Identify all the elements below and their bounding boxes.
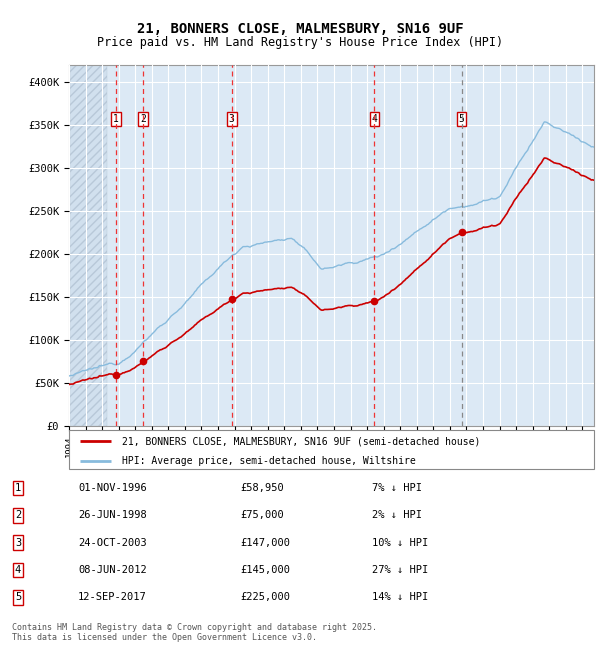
Text: 21, BONNERS CLOSE, MALMESBURY, SN16 9UF (semi-detached house): 21, BONNERS CLOSE, MALMESBURY, SN16 9UF … [121, 436, 480, 446]
Text: 10% ↓ HPI: 10% ↓ HPI [372, 538, 428, 548]
Text: £225,000: £225,000 [240, 592, 290, 603]
Text: 5: 5 [458, 114, 464, 124]
Text: £147,000: £147,000 [240, 538, 290, 548]
Text: 12-SEP-2017: 12-SEP-2017 [78, 592, 147, 603]
Text: 1: 1 [113, 114, 119, 124]
Text: 2: 2 [15, 510, 21, 521]
Text: 7% ↓ HPI: 7% ↓ HPI [372, 483, 422, 493]
Text: 2% ↓ HPI: 2% ↓ HPI [372, 510, 422, 521]
FancyBboxPatch shape [69, 430, 594, 469]
Text: 4: 4 [15, 565, 21, 575]
Text: 21, BONNERS CLOSE, MALMESBURY, SN16 9UF: 21, BONNERS CLOSE, MALMESBURY, SN16 9UF [137, 22, 463, 36]
Text: HPI: Average price, semi-detached house, Wiltshire: HPI: Average price, semi-detached house,… [121, 456, 415, 465]
Text: 3: 3 [15, 538, 21, 548]
Text: 14% ↓ HPI: 14% ↓ HPI [372, 592, 428, 603]
Text: 5: 5 [15, 592, 21, 603]
Text: £58,950: £58,950 [240, 483, 284, 493]
Text: Price paid vs. HM Land Registry's House Price Index (HPI): Price paid vs. HM Land Registry's House … [97, 36, 503, 49]
Text: £145,000: £145,000 [240, 565, 290, 575]
Text: 24-OCT-2003: 24-OCT-2003 [78, 538, 147, 548]
Text: 01-NOV-1996: 01-NOV-1996 [78, 483, 147, 493]
Text: 27% ↓ HPI: 27% ↓ HPI [372, 565, 428, 575]
Text: £75,000: £75,000 [240, 510, 284, 521]
Text: 4: 4 [371, 114, 377, 124]
Text: Contains HM Land Registry data © Crown copyright and database right 2025.
This d: Contains HM Land Registry data © Crown c… [12, 623, 377, 642]
Text: 26-JUN-1998: 26-JUN-1998 [78, 510, 147, 521]
Text: 1: 1 [15, 483, 21, 493]
Text: 08-JUN-2012: 08-JUN-2012 [78, 565, 147, 575]
Text: 2: 2 [140, 114, 146, 124]
Text: 3: 3 [229, 114, 235, 124]
